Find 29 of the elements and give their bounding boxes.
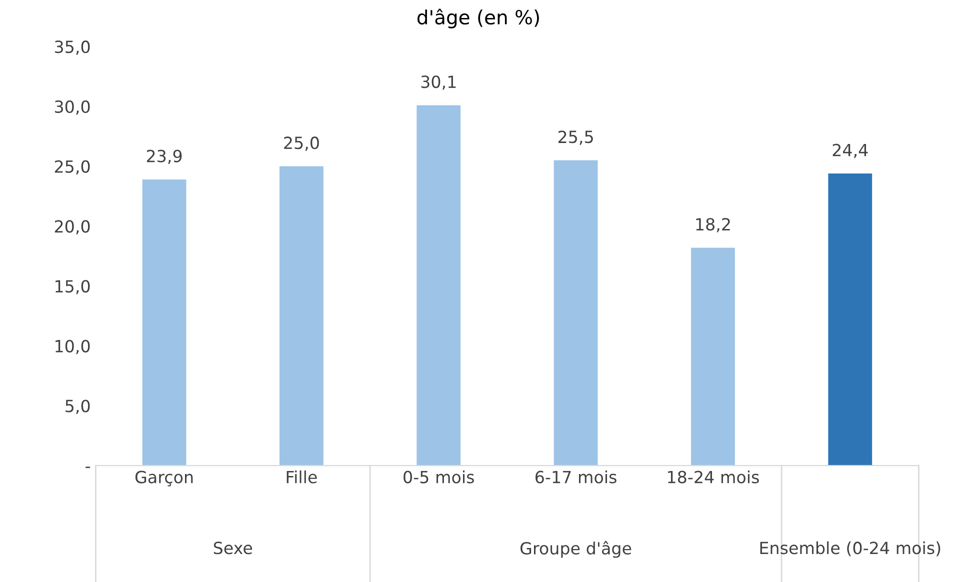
bar	[828, 173, 872, 466]
y-tick-label: 25,0	[54, 160, 90, 175]
bar	[554, 160, 598, 466]
x-tick-label: 0-5 mois	[404, 470, 474, 484]
text: Ensemble (0-24 mois)	[760, 541, 940, 556]
text: Groupe d'âge	[520, 541, 632, 558]
x-tick-label: 6-17 mois	[536, 470, 616, 484]
data-label: 18,2	[696, 218, 730, 232]
x-tick-label: Fille	[286, 470, 317, 484]
y-tick-label: 30,0	[55, 100, 90, 115]
y-tick-label: 20,0	[54, 220, 90, 234]
bar	[416, 105, 461, 466]
y-tick-label: 5,0	[66, 400, 90, 414]
y-tick-label: -	[86, 466, 90, 468]
text: Sexe	[214, 542, 252, 554]
y-tick-label: 35,0	[55, 40, 90, 55]
data-label: 23,9	[146, 150, 182, 164]
chart-title: d'âge (en %)	[417, 8, 539, 28]
bar	[142, 179, 186, 466]
data-label: 25,5	[558, 130, 593, 145]
bar	[280, 166, 324, 466]
x-tick-label: 18-24 mois	[668, 470, 759, 484]
y-tick-label: 10,0	[56, 340, 90, 354]
data-label: 24,4	[832, 144, 868, 158]
bar	[691, 248, 735, 466]
data-label: 30,1	[421, 76, 456, 90]
x-tick-label: Garçon	[135, 470, 193, 486]
y-tick-label: 15,0	[56, 280, 90, 294]
data-label: 25,0	[284, 136, 319, 151]
